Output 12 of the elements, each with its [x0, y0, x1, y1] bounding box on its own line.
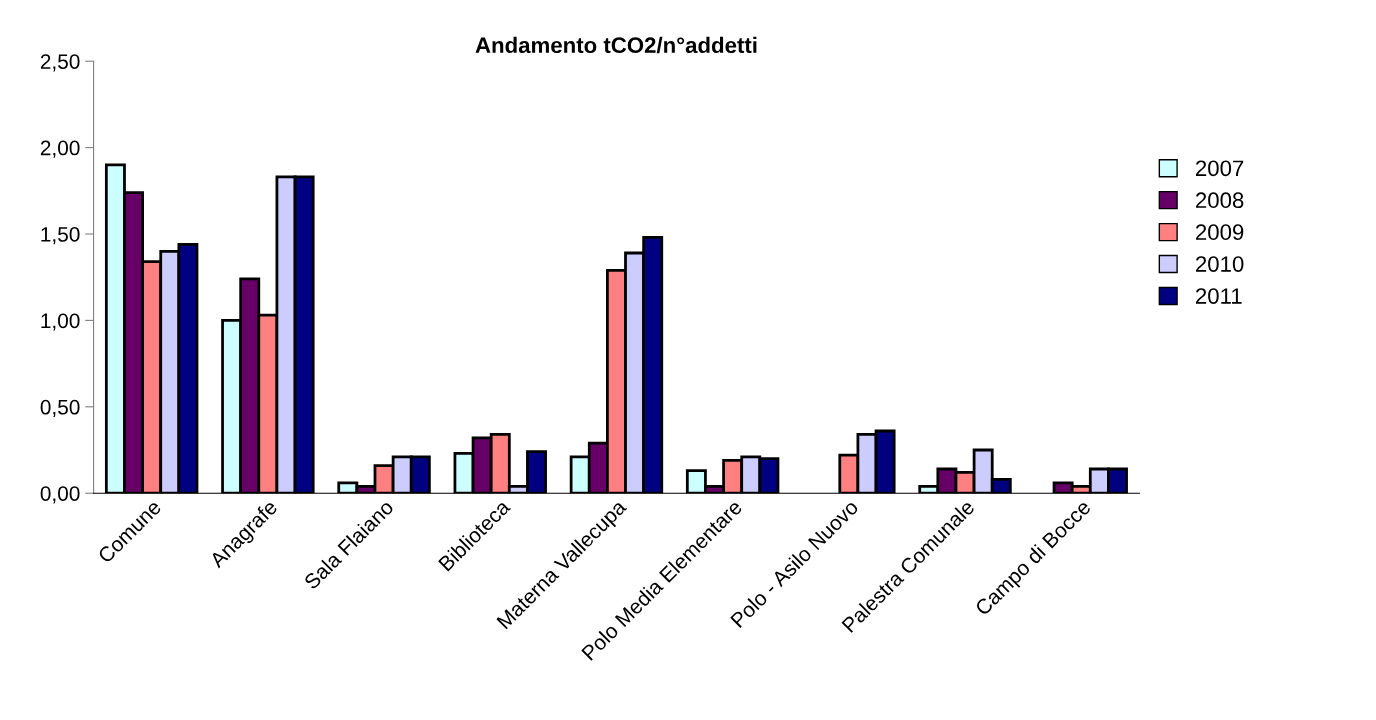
legend-label: 2008 [1196, 192, 1244, 209]
y-tick-label: 1,00 [41, 313, 80, 331]
legend-label: 2007 [1196, 160, 1244, 177]
legend-label: 2010 [1196, 256, 1244, 272]
legend-label: 2011 [1196, 288, 1242, 304]
y-tick-label: 0,50 [40, 399, 80, 418]
y-tick-label: 2,00 [40, 140, 80, 158]
y-tick-label: 1,50 [41, 227, 80, 245]
chart-title: Andamento tCO2/n°addetti [475, 36, 757, 54]
y-tick-label: 0,00 [40, 486, 80, 504]
legend-label: 2009 [1196, 224, 1244, 241]
y-tick-label: 2,50 [40, 54, 80, 72]
